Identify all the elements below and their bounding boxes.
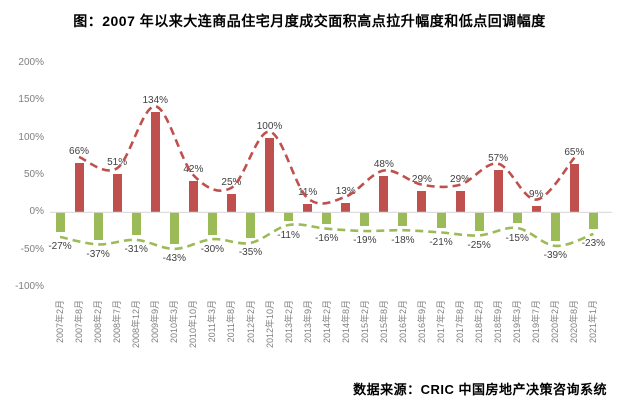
- x-axis-tick-label: 2014年8月: [340, 300, 351, 344]
- bar-high-point-rise: [303, 204, 313, 213]
- y-axis-tick-label: 100%: [18, 131, 44, 143]
- x-axis-tick-label: 2018年9月: [493, 300, 504, 344]
- bar-low-point-pullback: [169, 212, 179, 245]
- data-label: 9%: [529, 188, 544, 200]
- bar-high-point-rise: [493, 169, 503, 213]
- data-label: -37%: [86, 248, 110, 260]
- x-axis-tick-label: 2008年12月: [131, 300, 142, 349]
- data-label: 134%: [142, 95, 169, 107]
- data-label: 25%: [221, 176, 242, 188]
- x-axis-tick-label: 2007年8月: [74, 300, 85, 344]
- data-label: -15%: [505, 232, 529, 244]
- chart-title: 图：2007 年以来大连商品住宅月度成交面积高点拉升幅度和低点回调幅度: [73, 13, 546, 29]
- bar-low-point-pullback: [207, 212, 217, 235]
- bar-high-point-rise: [74, 163, 84, 213]
- data-source-caption: 数据来源：CRIC 中国房地产决策咨询系统: [353, 382, 607, 397]
- y-axis-tick-label: 200%: [18, 56, 44, 68]
- x-axis-tick-label: 2008年7月: [112, 300, 123, 344]
- x-axis-tick-label: 2017年8月: [455, 300, 466, 344]
- bar-high-point-rise: [226, 193, 236, 213]
- bar-low-point-pullback: [360, 212, 370, 227]
- bar-high-point-rise: [265, 137, 275, 213]
- x-axis-tick-label: 2011年3月: [207, 300, 218, 343]
- y-axis-tick-label: 0%: [29, 206, 44, 218]
- bar-low-point-pullback: [284, 212, 294, 221]
- x-axis-tick-label: 2010年3月: [169, 300, 180, 344]
- bar-high-point-rise: [569, 163, 579, 213]
- x-axis-tick-label: 2007年2月: [55, 300, 65, 344]
- data-label: 13%: [335, 185, 356, 197]
- y-axis-tick-label: -50%: [20, 243, 44, 255]
- bar-high-point-rise: [455, 190, 465, 213]
- bar-low-point-pullback: [398, 212, 408, 226]
- x-axis-tick-label: 2019年7月: [531, 300, 542, 344]
- data-label: 100%: [256, 120, 283, 132]
- x-axis-tick-label: 2021年1月: [588, 300, 599, 344]
- y-axis-tick-label: 50%: [23, 168, 44, 180]
- bar-low-point-pullback: [131, 212, 141, 236]
- x-axis-tick-label: 2008年2月: [93, 300, 104, 344]
- bar-low-point-pullback: [322, 212, 332, 225]
- x-axis-tick-label: 2017年2月: [436, 300, 446, 344]
- bar-low-point-pullback: [512, 212, 522, 224]
- data-label: 42%: [183, 163, 204, 175]
- data-label: 57%: [488, 152, 509, 164]
- x-axis-tick-label: 2013年2月: [283, 300, 294, 344]
- data-label: -43%: [162, 253, 186, 265]
- bar-high-point-rise: [188, 180, 198, 213]
- x-axis-tick-label: 2019年3月: [512, 300, 523, 344]
- data-label: 51%: [107, 157, 128, 169]
- x-axis-tick-label: 2016年2月: [397, 300, 408, 344]
- x-axis-tick-label: 2013年9月: [302, 300, 313, 344]
- x-axis-tick-label: 2020年8月: [569, 300, 580, 344]
- y-axis-tick-label: -100%: [15, 280, 44, 292]
- bar-high-point-rise: [417, 190, 427, 213]
- data-label: -23%: [581, 238, 606, 250]
- bar-high-point-rise: [379, 176, 389, 213]
- x-axis-tick-label: 2015年2月: [359, 300, 370, 344]
- bar-high-point-rise: [531, 205, 541, 213]
- bar-low-point-pullback: [93, 212, 103, 240]
- bar-low-point-pullback: [246, 212, 255, 239]
- bar-low-point-pullback: [550, 212, 560, 242]
- bar-low-point-pullback: [436, 212, 446, 228]
- bar-low-point-pullback: [588, 212, 598, 230]
- x-axis-tick-label: 2012年2月: [245, 300, 256, 344]
- x-axis-tick-label: 2011年8月: [226, 300, 237, 343]
- bar-high-point-rise: [112, 174, 122, 213]
- bar-low-point-pullback: [55, 212, 65, 233]
- y-axis-tick-label: 150%: [18, 94, 44, 106]
- x-axis-tick-label: 2018年2月: [474, 300, 485, 344]
- x-axis-tick-label: 2012年10月: [264, 300, 275, 349]
- data-label: -39%: [543, 250, 567, 262]
- bar-high-point-rise: [150, 112, 160, 213]
- x-axis-tick-label: 2014年2月: [321, 300, 332, 344]
- data-label: 48%: [373, 159, 394, 171]
- data-label: 29%: [450, 173, 471, 185]
- x-axis-tick-label: 2020年2月: [550, 300, 561, 344]
- data-label: -35%: [238, 247, 263, 259]
- bar-low-point-pullback: [474, 212, 484, 231]
- bar-high-point-rise: [341, 202, 351, 213]
- data-label: 66%: [69, 146, 90, 158]
- x-axis-tick-label: 2015年8月: [378, 300, 389, 344]
- x-axis-tick-label: 2010年10月: [188, 300, 199, 349]
- data-label: 65%: [564, 146, 585, 158]
- x-axis-tick-label: 2009年9月: [150, 300, 161, 344]
- x-axis-tick-label: 2016年9月: [416, 300, 427, 344]
